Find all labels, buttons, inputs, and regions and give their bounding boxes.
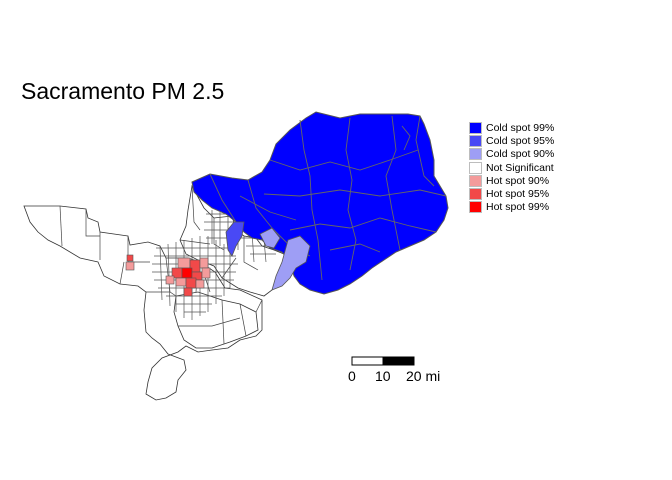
legend-item-cold-95: Cold spot 95% bbox=[469, 134, 554, 147]
legend-swatch bbox=[469, 188, 482, 201]
scale-bar bbox=[351, 356, 415, 366]
legend-item-hot-90: Hot spot 90% bbox=[469, 174, 554, 187]
legend-label: Cold spot 99% bbox=[486, 121, 555, 134]
hot-spot-cluster bbox=[125, 254, 211, 297]
legend-item-cold-90: Cold spot 90% bbox=[469, 148, 554, 161]
legend-swatch bbox=[469, 148, 482, 161]
legend-swatch bbox=[469, 121, 482, 134]
map-title: Sacramento PM 2.5 bbox=[21, 78, 225, 104]
legend-label: Hot spot 99% bbox=[486, 201, 550, 214]
legend-label: Hot spot 95% bbox=[486, 188, 550, 201]
tract-region-south bbox=[173, 291, 259, 349]
legend-swatch bbox=[469, 201, 482, 214]
legend-label: Hot spot 90% bbox=[486, 174, 550, 187]
cold-spot-90-region bbox=[271, 235, 311, 291]
scale-label-0: 0 bbox=[348, 368, 356, 384]
legend-item-cold-99: Cold spot 99% bbox=[469, 121, 554, 134]
scale-label-10: 10 bbox=[375, 368, 391, 384]
legend-swatch bbox=[469, 134, 482, 147]
scale-label-20-mi: 20 mi bbox=[406, 368, 441, 384]
legend-swatch bbox=[469, 161, 482, 174]
cold-spot-95-region bbox=[225, 221, 245, 257]
legend-label: Not Significant bbox=[486, 161, 554, 174]
legend-item-not-significant: Not Significant bbox=[469, 161, 554, 174]
legend-swatch bbox=[469, 174, 482, 187]
legend-label: Cold spot 95% bbox=[486, 134, 555, 147]
cold-spot-90-region bbox=[259, 227, 281, 249]
legend-item-hot-99: Hot spot 99% bbox=[469, 201, 554, 214]
legend-label: Cold spot 90% bbox=[486, 148, 555, 161]
cold-spot-99-region bbox=[191, 111, 449, 295]
tract-region-west bbox=[23, 205, 263, 401]
legend: Cold spot 99% Cold spot 95% Cold spot 90… bbox=[469, 121, 554, 214]
cold-spot-internal-boundaries bbox=[209, 115, 447, 281]
legend-item-hot-95: Hot spot 95% bbox=[469, 187, 554, 201]
